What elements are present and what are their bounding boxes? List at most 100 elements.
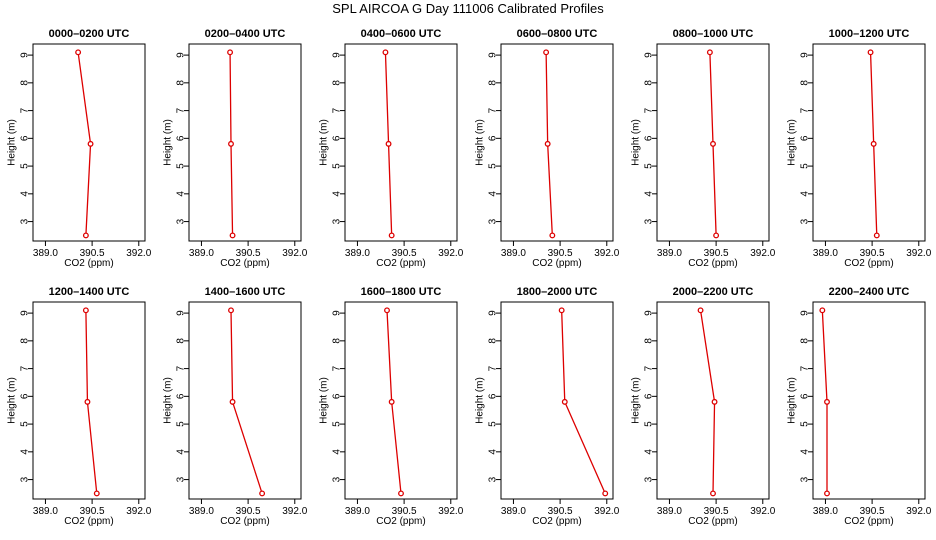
y-tick-label: 9 xyxy=(800,52,811,58)
plot-frame xyxy=(656,43,770,242)
data-point xyxy=(561,398,568,405)
x-tick-label: 389.0 xyxy=(345,506,370,517)
y-axis-label: Height (m) xyxy=(319,119,330,166)
data-point xyxy=(697,307,704,314)
y-tick-label: 9 xyxy=(332,310,343,316)
y-tick-label: 6 xyxy=(176,393,187,399)
x-tick-label: 392.0 xyxy=(282,506,307,517)
x-tick-label: 389.0 xyxy=(345,248,370,259)
data-point xyxy=(713,232,720,239)
data-point xyxy=(706,49,713,56)
y-tick-label: 3 xyxy=(332,476,343,482)
plot-frame xyxy=(812,43,926,242)
panel-title: 1800–2000 UTC xyxy=(517,286,598,298)
y-tick-label: 3 xyxy=(176,218,187,224)
y-tick-label: 4 xyxy=(488,449,499,455)
y-tick-label: 5 xyxy=(20,421,31,427)
data-point xyxy=(549,232,556,239)
panel-title: 1600–1800 UTC xyxy=(361,286,442,298)
data-point xyxy=(824,490,830,497)
y-axis-label: Height (m) xyxy=(319,377,330,424)
y-tick-label: 9 xyxy=(644,52,655,58)
y-tick-label: 4 xyxy=(332,191,343,197)
x-tick-label: 392.0 xyxy=(438,248,463,259)
y-axis-label: Height (m) xyxy=(7,377,18,424)
x-tick-label: 389.0 xyxy=(189,248,214,259)
y-tick-label: 3 xyxy=(644,218,655,224)
plot-frame xyxy=(188,301,302,500)
x-tick-label: 392.0 xyxy=(750,506,775,517)
data-point xyxy=(711,398,718,405)
data-point xyxy=(382,49,389,56)
plot-frame xyxy=(344,43,458,242)
y-tick-label: 4 xyxy=(332,449,343,455)
x-tick-label: 389.0 xyxy=(501,248,526,259)
y-tick-label: 6 xyxy=(332,135,343,141)
x-tick-label: 389.0 xyxy=(813,506,838,517)
data-point xyxy=(867,49,874,56)
y-tick-label: 3 xyxy=(20,218,31,224)
x-tick-label: 392.0 xyxy=(906,506,931,517)
figure-title: SPL AIRCOA G Day 111006 Calibrated Profi… xyxy=(332,1,604,16)
panel-title: 2000–2200 UTC xyxy=(673,286,754,298)
y-tick-label: 3 xyxy=(488,476,499,482)
y-tick-label: 9 xyxy=(176,52,187,58)
data-point xyxy=(388,232,395,239)
y-tick-label: 3 xyxy=(488,218,499,224)
data-point xyxy=(710,140,716,147)
x-tick-label: 390.5 xyxy=(236,248,261,259)
x-axis-label: CO2 (ppm) xyxy=(688,516,737,527)
y-tick-label: 4 xyxy=(176,449,187,455)
profile-line xyxy=(561,310,606,494)
data-point xyxy=(710,490,716,497)
data-point xyxy=(388,398,395,405)
x-tick-label: 390.5 xyxy=(860,248,885,259)
y-tick-label: 6 xyxy=(488,393,499,399)
plot-frame xyxy=(344,301,458,500)
y-tick-label: 8 xyxy=(20,80,31,86)
x-tick-label: 392.0 xyxy=(594,248,619,259)
y-tick-label: 7 xyxy=(644,365,655,371)
x-tick-label: 392.0 xyxy=(438,506,463,517)
y-tick-label: 6 xyxy=(488,135,499,141)
data-point xyxy=(93,490,100,497)
x-tick-label: 390.5 xyxy=(236,506,261,517)
x-tick-label: 392.0 xyxy=(126,248,151,259)
panel-title: 0000–0200 UTC xyxy=(49,28,130,40)
x-tick-label: 392.0 xyxy=(906,248,931,259)
y-tick-label: 6 xyxy=(644,135,655,141)
y-tick-label: 5 xyxy=(332,421,343,427)
x-axis-label: CO2 (ppm) xyxy=(64,258,113,269)
x-tick-label: 390.5 xyxy=(704,248,729,259)
plot-frame xyxy=(500,301,614,500)
panel-title: 0600–0800 UTC xyxy=(517,28,598,40)
x-axis-label: CO2 (ppm) xyxy=(688,258,737,269)
data-point xyxy=(82,307,89,314)
y-axis-label: Height (m) xyxy=(631,377,642,424)
y-axis-label: Height (m) xyxy=(475,119,486,166)
y-tick-label: 6 xyxy=(176,135,187,141)
y-tick-label: 9 xyxy=(800,310,811,316)
y-tick-label: 5 xyxy=(644,163,655,169)
y-axis-label: Height (m) xyxy=(787,377,798,424)
x-axis-label: CO2 (ppm) xyxy=(844,258,893,269)
y-tick-label: 7 xyxy=(488,107,499,113)
x-tick-label: 389.0 xyxy=(657,506,682,517)
x-axis-label: CO2 (ppm) xyxy=(844,516,893,527)
y-tick-label: 6 xyxy=(644,393,655,399)
y-axis-label: Height (m) xyxy=(163,377,174,424)
x-tick-label: 389.0 xyxy=(501,506,526,517)
y-tick-label: 7 xyxy=(20,107,31,113)
x-tick-label: 392.0 xyxy=(750,248,775,259)
data-point xyxy=(824,398,830,405)
y-tick-label: 9 xyxy=(488,52,499,58)
x-tick-label: 390.5 xyxy=(704,506,729,517)
panel-title: 2200–2400 UTC xyxy=(829,286,910,298)
panel-title: 0200–0400 UTC xyxy=(205,28,286,40)
plot-frame xyxy=(812,301,926,500)
y-tick-label: 7 xyxy=(800,365,811,371)
y-tick-label: 8 xyxy=(20,338,31,344)
y-axis-label: Height (m) xyxy=(7,119,18,166)
y-tick-label: 8 xyxy=(176,338,187,344)
